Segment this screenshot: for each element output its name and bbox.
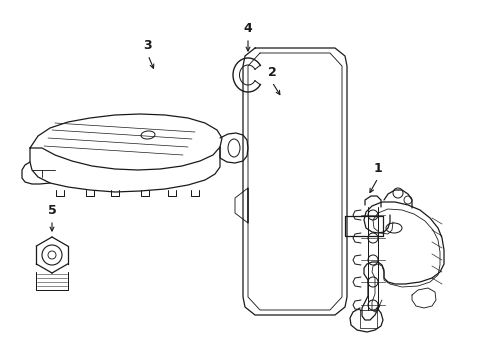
Text: 1: 1 <box>373 162 382 175</box>
Text: 5: 5 <box>47 204 56 217</box>
Text: 2: 2 <box>267 66 276 79</box>
Text: 3: 3 <box>143 39 152 52</box>
Text: 4: 4 <box>243 22 252 35</box>
